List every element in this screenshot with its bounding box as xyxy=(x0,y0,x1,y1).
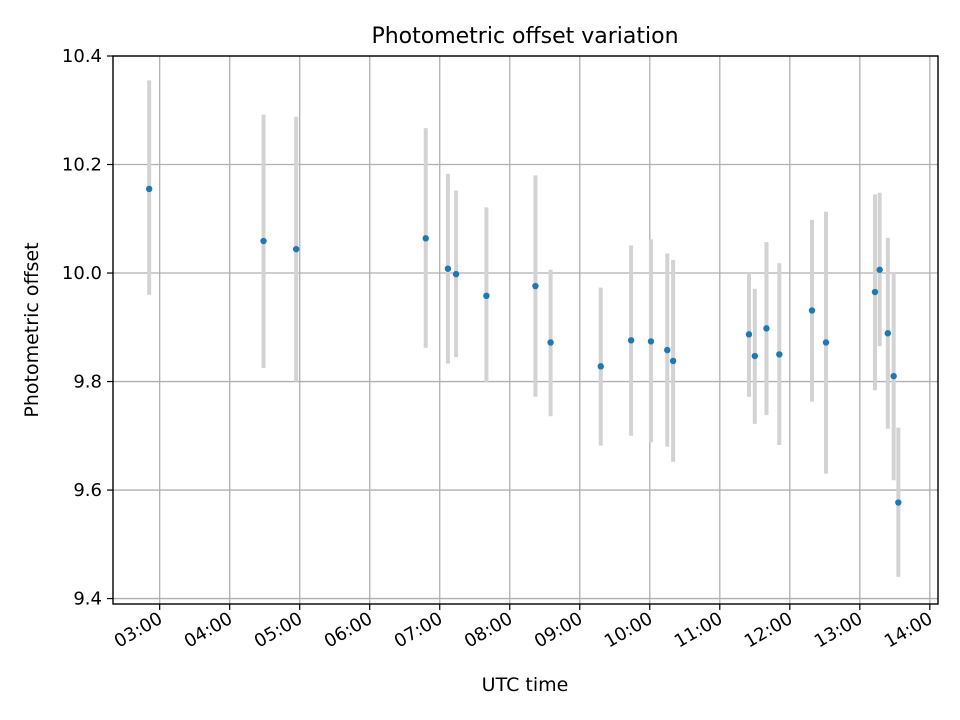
x-axis-label: UTC time xyxy=(482,674,569,696)
x-tick-label: 14:00 xyxy=(881,608,936,652)
y-tick-label: 9.6 xyxy=(73,480,102,501)
x-tick-label: 08:00 xyxy=(461,608,516,652)
data-point xyxy=(751,352,758,360)
data-point xyxy=(876,266,883,273)
y-tick-label: 10.4 xyxy=(62,46,102,67)
plot-frame xyxy=(112,55,939,605)
data-point xyxy=(145,185,153,193)
x-tick-label: 06:00 xyxy=(321,608,376,652)
x-tick-label: 09:00 xyxy=(531,608,586,652)
data-point xyxy=(664,346,671,354)
x-tick-label: 05:00 xyxy=(251,608,306,652)
data-point xyxy=(597,363,604,370)
data-points xyxy=(145,185,902,506)
x-tick-label: 03:00 xyxy=(111,608,166,652)
data-point xyxy=(547,339,554,346)
data-point xyxy=(884,330,892,337)
data-point xyxy=(532,282,539,290)
y-tick-label: 10.0 xyxy=(62,263,102,284)
x-tick-label: 10:00 xyxy=(601,608,656,652)
data-point xyxy=(444,265,452,272)
axis-ticks: 03:00 04:00 05:00 06:00 07:00 08:00 09:00 10:00… xyxy=(62,46,936,652)
data-point xyxy=(822,339,830,346)
data-point xyxy=(669,357,677,365)
data-point xyxy=(895,499,902,506)
data-point xyxy=(871,288,879,296)
data-point xyxy=(627,337,635,344)
data-point xyxy=(776,351,783,358)
y-tick-label: 9.4 xyxy=(73,589,102,610)
chart-title: Photometric offset variation xyxy=(371,24,678,49)
y-tick-label: 9.8 xyxy=(73,372,102,393)
data-point xyxy=(452,270,460,278)
x-tick-label: 12:00 xyxy=(741,608,796,652)
data-point xyxy=(647,338,655,345)
grid xyxy=(113,55,938,604)
data-point xyxy=(890,372,897,380)
x-tick-label: 07:00 xyxy=(391,608,446,652)
data-point xyxy=(293,245,300,253)
x-tick-label: 11:00 xyxy=(671,608,726,652)
data-point xyxy=(745,331,753,338)
x-tick-label: 13:00 xyxy=(811,608,866,652)
y-axis-label: Photometric offset xyxy=(21,242,43,417)
data-point xyxy=(483,292,490,300)
data-point xyxy=(808,307,816,314)
data-point xyxy=(260,237,267,245)
data-point xyxy=(763,325,770,332)
data-point xyxy=(422,235,429,242)
error-bars xyxy=(147,80,901,577)
x-tick-label: 04:00 xyxy=(181,608,236,652)
y-tick-label: 10.2 xyxy=(62,155,102,176)
